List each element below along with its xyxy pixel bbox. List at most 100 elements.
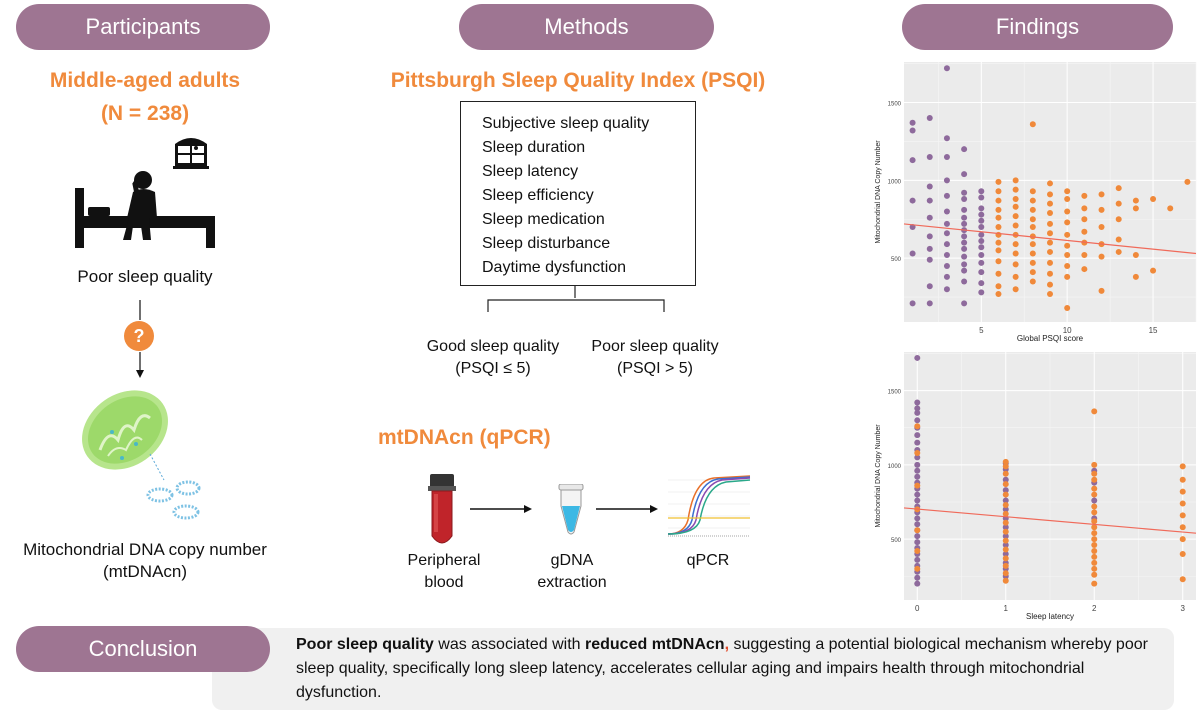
data-point <box>1098 287 1105 294</box>
data-point <box>1091 485 1098 492</box>
data-point <box>1098 206 1105 213</box>
data-point <box>926 300 933 307</box>
data-point <box>1064 196 1071 203</box>
data-point <box>1115 185 1122 192</box>
data-point <box>1091 497 1098 504</box>
regression-line <box>903 507 1197 534</box>
y-tick-label: 1000 <box>888 464 902 470</box>
y-tick-label: 500 <box>891 538 902 544</box>
data-point <box>926 115 933 122</box>
data-point <box>1098 253 1105 260</box>
data-point <box>1002 487 1009 494</box>
data-point <box>978 217 985 224</box>
data-point <box>961 146 968 153</box>
data-point <box>1098 224 1105 231</box>
data-point <box>1115 248 1122 255</box>
data-point <box>1081 266 1088 273</box>
data-point <box>914 417 921 424</box>
data-point <box>1081 228 1088 235</box>
data-point <box>978 252 985 259</box>
data-point <box>1029 259 1036 266</box>
data-point <box>914 482 921 489</box>
data-point <box>1002 501 1009 508</box>
data-point <box>926 214 933 221</box>
data-point <box>943 220 950 227</box>
data-point <box>1002 481 1009 488</box>
peripheral-blood-label: Peripheral blood <box>392 550 496 594</box>
data-point <box>995 224 1002 231</box>
data-point <box>1002 546 1009 553</box>
data-point <box>914 533 921 540</box>
data-point <box>961 189 968 196</box>
psqi-component-item: Sleep efficiency <box>482 187 594 204</box>
data-point <box>1179 576 1186 583</box>
data-point <box>1012 213 1019 220</box>
data-point <box>1012 177 1019 184</box>
data-point <box>1002 533 1009 540</box>
data-point <box>1091 536 1098 543</box>
data-point <box>914 461 921 468</box>
eppendorf-tube-icon <box>558 484 584 535</box>
data-point <box>1029 269 1036 276</box>
mtdnacn-title: mtDNAcn (qPCR) <box>378 426 551 449</box>
data-point <box>1012 241 1019 248</box>
data-point <box>914 574 921 581</box>
conclusion-header-label: Conclusion <box>88 636 198 661</box>
data-point <box>978 188 985 195</box>
data-point <box>943 252 950 259</box>
data-point <box>1012 273 1019 280</box>
data-point <box>926 233 933 240</box>
participants-header: Participants <box>16 4 270 50</box>
data-point <box>961 239 968 246</box>
data-point <box>1012 186 1019 193</box>
data-point <box>995 178 1002 185</box>
data-point <box>995 290 1002 297</box>
data-point <box>961 253 968 260</box>
gdna-extraction-line2: extraction <box>537 574 607 591</box>
data-point <box>1184 178 1191 185</box>
data-point <box>1064 231 1071 238</box>
psqi-components-box: Subjective sleep quality Sleep duration Sl… <box>460 101 696 286</box>
data-point <box>1012 222 1019 229</box>
data-point <box>978 194 985 201</box>
data-point <box>914 491 921 498</box>
conclusion-text-1: was associated with <box>433 636 585 653</box>
data-point <box>1002 537 1009 544</box>
data-point <box>943 65 950 72</box>
data-point <box>914 539 921 546</box>
data-point <box>909 197 916 204</box>
amplification-curve-icon <box>667 475 751 537</box>
good-sleep-quality-label: Good sleep quality (PSQI ≤ 5) <box>410 336 576 380</box>
x-tick-label: 0 <box>915 604 920 613</box>
mtdna-label-line1: Mitochondrial DNA copy number <box>23 540 267 559</box>
data-point <box>961 261 968 268</box>
peripheral-blood-line2: blood <box>424 574 464 591</box>
y-tick-label: 1500 <box>888 390 902 396</box>
data-point <box>978 269 985 276</box>
data-point <box>914 449 921 456</box>
data-point <box>1012 286 1019 293</box>
data-point <box>914 405 921 412</box>
data-point <box>1029 216 1036 223</box>
data-point <box>926 256 933 263</box>
data-point <box>995 247 1002 254</box>
data-point <box>995 239 1002 246</box>
data-point <box>1098 191 1105 198</box>
psqi-component-item: Sleep disturbance <box>482 235 611 252</box>
data-point <box>1091 565 1098 572</box>
data-point <box>961 214 968 221</box>
good-sleep-line1: Good sleep quality <box>426 338 560 355</box>
window-icon <box>173 138 209 169</box>
qpcr-label: qPCR <box>686 552 730 569</box>
data-point <box>926 183 933 190</box>
data-point <box>943 192 950 199</box>
data-point <box>1002 528 1009 535</box>
data-point <box>909 300 916 307</box>
data-point <box>943 273 950 280</box>
data-point <box>943 153 950 160</box>
data-point <box>961 300 968 307</box>
data-point <box>909 119 916 126</box>
y-tick-label: 500 <box>891 257 902 263</box>
regression-line <box>903 223 1197 255</box>
data-point <box>1002 510 1009 517</box>
